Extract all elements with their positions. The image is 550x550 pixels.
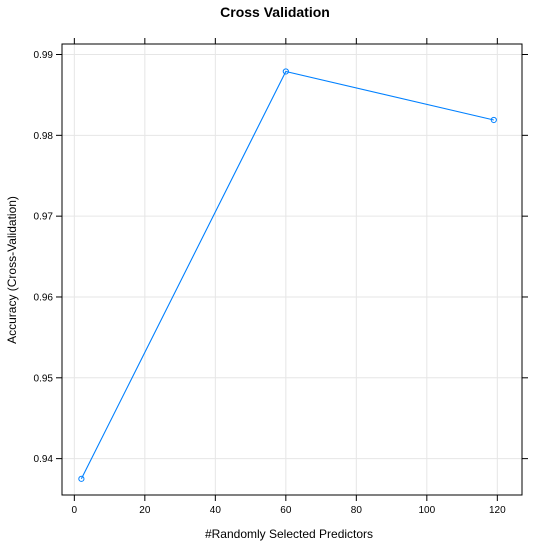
- x-tick-label: 20: [139, 505, 151, 516]
- y-tick-label: 0.98: [34, 131, 54, 142]
- grid: [62, 44, 522, 495]
- axis-ticks: 0 20 40 60 80 100 120 0.94 0.95 0.96 0.97 0.98 0.99: [34, 38, 528, 516]
- y-tick-label: 0.99: [34, 50, 54, 61]
- plot-panel: [61, 43, 523, 496]
- x-tick-label: 40: [210, 505, 222, 516]
- y-axis-label: Accuracy (Cross-Validation): [5, 196, 19, 344]
- series-line: [80, 70, 494, 480]
- x-tick-label: 120: [489, 505, 506, 516]
- x-axis-label: #Randomly Selected Predictors: [205, 527, 373, 541]
- data-point: [282, 68, 289, 75]
- y-tick-label: 0.94: [34, 454, 54, 465]
- x-tick-label: 60: [280, 505, 292, 516]
- data-point: [490, 116, 497, 124]
- data-point: [78, 475, 85, 482]
- series-layer: [78, 68, 497, 482]
- chart-title: Cross Validation: [220, 4, 330, 20]
- y-tick-label: 0.95: [34, 373, 54, 384]
- x-tick-label: 80: [351, 505, 363, 516]
- x-tick-label: 100: [418, 505, 435, 516]
- y-tick-label: 0.96: [34, 292, 54, 303]
- y-tick-label: 0.97: [34, 212, 54, 223]
- x-tick-label: 0: [72, 505, 78, 516]
